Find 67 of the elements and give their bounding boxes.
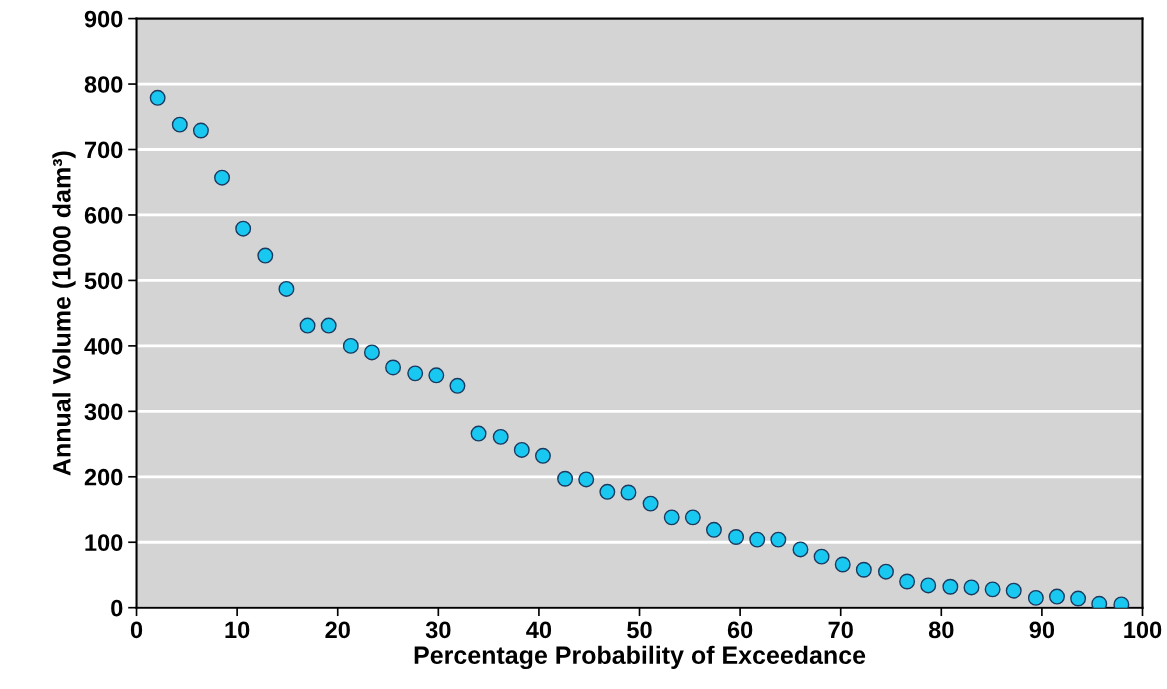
point [705,521,722,538]
x-tick-label: 40 [526,621,552,639]
point [642,495,659,512]
x-tick-label: 30 [425,621,451,639]
point [192,122,209,139]
x-tick-label: 50 [627,621,652,639]
point [855,561,872,578]
point [663,509,680,526]
x-tick-label: 0 [130,621,143,639]
point [257,247,274,264]
point [877,563,894,580]
point [171,116,188,133]
point [278,280,295,297]
point [492,428,509,445]
y-axis-title: Annual Volume (1000 dam³) [52,151,76,476]
y-tick-label: 800 [84,76,123,93]
point [534,447,551,464]
y-tick-label: 500 [84,272,123,290]
point [1049,588,1065,605]
point [899,573,916,590]
point [214,169,231,186]
point [963,579,980,596]
point [770,531,787,548]
point [834,556,851,573]
point [1005,582,1022,599]
x-tick-label: 100 [1124,621,1162,639]
point [449,377,466,394]
point [684,509,701,526]
y-tick-label: 700 [84,141,123,159]
point [470,425,487,442]
point [920,577,937,594]
x-tick-label: 60 [727,621,753,639]
point [984,581,1001,598]
point [599,483,616,500]
point [620,484,637,501]
x-tick-label: 70 [828,621,853,639]
y-tick-label: 200 [84,468,123,486]
point [1070,590,1087,607]
y-tick-label: 600 [84,207,123,224]
point [342,337,359,354]
x-tick-label: 20 [325,621,350,639]
point [320,317,337,334]
point [792,541,809,558]
point [149,89,166,106]
y-tick-label: 0 [111,599,123,617]
x-tick-label: 90 [1029,621,1055,639]
point [235,220,252,237]
point [578,471,595,488]
point [363,344,380,361]
x-tick-label: 80 [928,621,954,639]
point [513,441,530,458]
x-tick-label: 10 [225,621,250,639]
y-tick-label: 100 [85,534,123,552]
y-tick-label: 400 [84,337,123,355]
y-tick-label: 300 [84,403,123,421]
point [385,359,402,376]
point [942,578,959,595]
point [557,470,574,487]
point [407,365,424,382]
point [728,529,745,545]
point [428,367,445,384]
point [299,317,316,334]
x-axis-title: Percentage Probability of Exceedance [414,645,866,670]
point [813,548,830,565]
y-tick-label: 900 [84,10,123,28]
point [749,531,766,548]
point [1027,589,1044,606]
